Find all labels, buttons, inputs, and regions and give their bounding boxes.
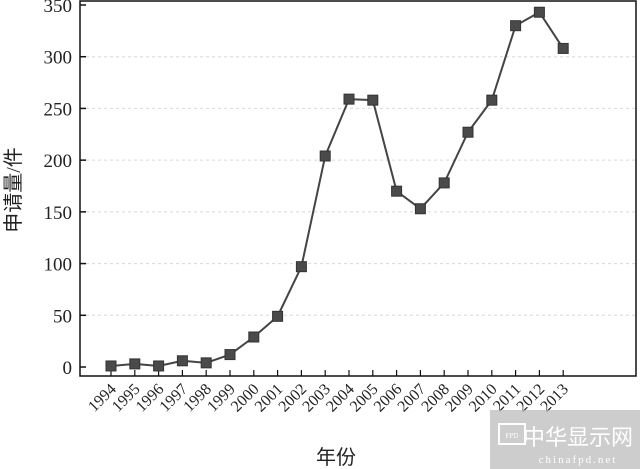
svg-text:chinafpd.net: chinafpd.net (539, 454, 618, 466)
y-tick-label: 50 (53, 306, 72, 327)
data-point-2002 (295, 261, 307, 273)
data-point-1994 (105, 360, 117, 372)
svg-text:FPD: FPD (506, 432, 519, 440)
y-tick-label: 250 (44, 99, 73, 120)
x-ticks: 1994199519961997199819992000200120022003… (85, 370, 572, 415)
data-point-2007 (414, 203, 426, 215)
y-tick-label: 0 (63, 358, 73, 379)
data-point-1998 (200, 357, 212, 369)
data-point-1996 (153, 360, 165, 372)
data-point-2005 (367, 94, 379, 106)
data-point-2012 (533, 6, 545, 18)
data-point-2009 (462, 126, 474, 138)
y-tick-label: 300 (44, 48, 73, 69)
data-point-2013 (557, 42, 569, 54)
y-tick-label: 350 (44, 0, 73, 17)
data-point-1999 (224, 349, 236, 361)
y-axis-label: 申请量/件 (2, 147, 25, 233)
data-point-2004 (343, 93, 355, 105)
axes (79, 0, 637, 377)
series-line (110, 10, 565, 367)
y-tick-label: 100 (44, 255, 73, 276)
watermark-logo: FPD 中华显示网 chinafpd.net (490, 410, 640, 469)
plot-frame (79, 0, 637, 377)
data-point-2001 (272, 310, 284, 322)
gridlines (80, 56, 636, 316)
x-axis-label: 年份 (316, 446, 356, 469)
data-point-2003 (319, 150, 331, 162)
data-point-2000 (248, 331, 260, 343)
data-point-2008 (438, 177, 450, 189)
series (105, 6, 569, 372)
data-point-1995 (129, 358, 141, 370)
data-point-2010 (486, 94, 498, 106)
y-tick-label: 150 (44, 203, 73, 224)
y-tick-label: 200 (44, 151, 73, 172)
data-point-1997 (176, 355, 188, 367)
svg-text:中华显示网: 中华显示网 (523, 425, 633, 450)
y-ticks: 0 50 100 150 200 250 300 350 (44, 0, 86, 379)
data-point-2011 (510, 20, 522, 32)
data-point-2006 (391, 185, 403, 197)
